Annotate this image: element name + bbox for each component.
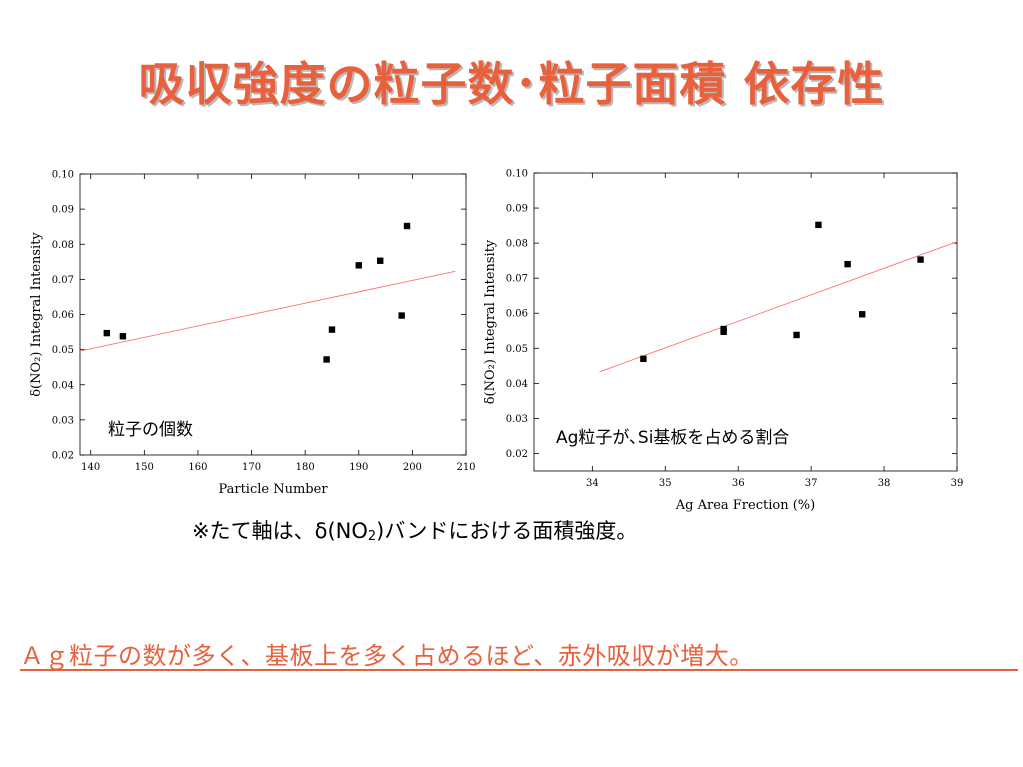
x-tick-label: 210 bbox=[456, 462, 475, 473]
x-tick-label: 36 bbox=[732, 478, 745, 489]
y-tick-label: 0.07 bbox=[506, 274, 528, 285]
x-tick-label: 180 bbox=[296, 462, 315, 473]
x-tick-label: 35 bbox=[659, 478, 672, 489]
y-tick-label: 0.09 bbox=[506, 204, 528, 215]
data-point bbox=[103, 329, 111, 337]
data-point bbox=[398, 312, 405, 319]
fit-line bbox=[79, 270, 456, 352]
x-tick-label: 150 bbox=[135, 462, 154, 473]
y-axis-title: δ(NO₂) Integral Intensity bbox=[483, 239, 498, 404]
axis-note-subscript: 2 bbox=[367, 529, 377, 544]
x-tick-label: 39 bbox=[951, 478, 964, 489]
data-point bbox=[720, 328, 727, 336]
x-tick-label: 140 bbox=[81, 462, 100, 473]
y-tick-label: 0.04 bbox=[506, 379, 528, 390]
y-tick-label: 0.03 bbox=[506, 414, 528, 425]
data-point bbox=[844, 260, 851, 268]
y-axis-title: δ(NO₂) Integral Intensity bbox=[29, 232, 44, 397]
data-point bbox=[858, 311, 866, 318]
y-tick-label: 0.02 bbox=[506, 449, 528, 460]
y-tick-label: 0.10 bbox=[506, 169, 528, 180]
y-tick-label: 0.06 bbox=[506, 309, 528, 320]
chart-annotation: 粒子の個数 bbox=[108, 420, 193, 440]
data-point bbox=[119, 333, 127, 340]
x-tick-label: 34 bbox=[586, 478, 599, 489]
y-tick-label: 0.07 bbox=[52, 275, 74, 286]
conclusion-underline bbox=[20, 669, 1018, 671]
x-tick-label: 160 bbox=[188, 462, 207, 473]
conclusion-text: Ａｇ粒子の数が多く、基板上を多く占めるほど、赤外吸収が増大。 bbox=[20, 642, 754, 670]
plot-frame bbox=[533, 172, 958, 472]
axis-note: ※たて軸は、δ(NO2)バンドにおける面積強度。 bbox=[192, 515, 912, 545]
x-tick-label: 38 bbox=[878, 478, 891, 489]
y-tick-label: 0.05 bbox=[506, 344, 528, 355]
x-tick-label: 200 bbox=[403, 462, 422, 473]
x-tick-label: 190 bbox=[349, 462, 368, 473]
x-tick-label: 37 bbox=[805, 478, 818, 489]
data-point bbox=[917, 256, 924, 263]
data-point bbox=[328, 326, 336, 333]
axis-note-suffix: )バンドにおける面積強度。 bbox=[376, 519, 638, 543]
chart-particle-number: 140 150 160 170 180 190 200 210 0.02 0.03 0.04 0.05… bbox=[29, 170, 476, 498]
chart-annotation: Ag粒子が､Si基板を占める割合 bbox=[556, 428, 789, 448]
chart-area-fraction: 34 35 36 37 38 39 0.02 0.03 0.04 0.05 0.06 0.07 0.08… bbox=[483, 169, 964, 514]
y-tick-label: 0.05 bbox=[52, 345, 74, 356]
y-tick-label: 0.04 bbox=[52, 380, 74, 391]
x-axis-title: Particle Number bbox=[218, 482, 328, 497]
data-point bbox=[403, 222, 411, 230]
slide-title: 吸収強度の粒子数･粒子面積 依存性 bbox=[138, 57, 885, 111]
y-tick-label: 0.02 bbox=[52, 451, 74, 462]
axis-note-prefix: ※たて軸は、δ(NO bbox=[192, 519, 368, 543]
data-point bbox=[323, 356, 330, 363]
y-tick-label: 0.10 bbox=[52, 170, 74, 181]
y-tick-label: 0.06 bbox=[52, 310, 74, 321]
data-point bbox=[377, 257, 384, 264]
data-point bbox=[640, 355, 647, 363]
x-tick-label: 170 bbox=[242, 462, 261, 473]
data-point bbox=[793, 331, 800, 339]
y-tick-label: 0.03 bbox=[52, 415, 74, 426]
data-point bbox=[815, 221, 822, 229]
y-tick-label: 0.08 bbox=[506, 239, 528, 250]
x-axis-title: Ag Area Frection (%) bbox=[675, 498, 815, 513]
y-tick-label: 0.09 bbox=[52, 205, 74, 216]
fit-line bbox=[599, 241, 958, 373]
y-tick-label: 0.08 bbox=[52, 240, 74, 251]
data-point bbox=[355, 262, 362, 269]
plot-frame bbox=[79, 173, 467, 456]
